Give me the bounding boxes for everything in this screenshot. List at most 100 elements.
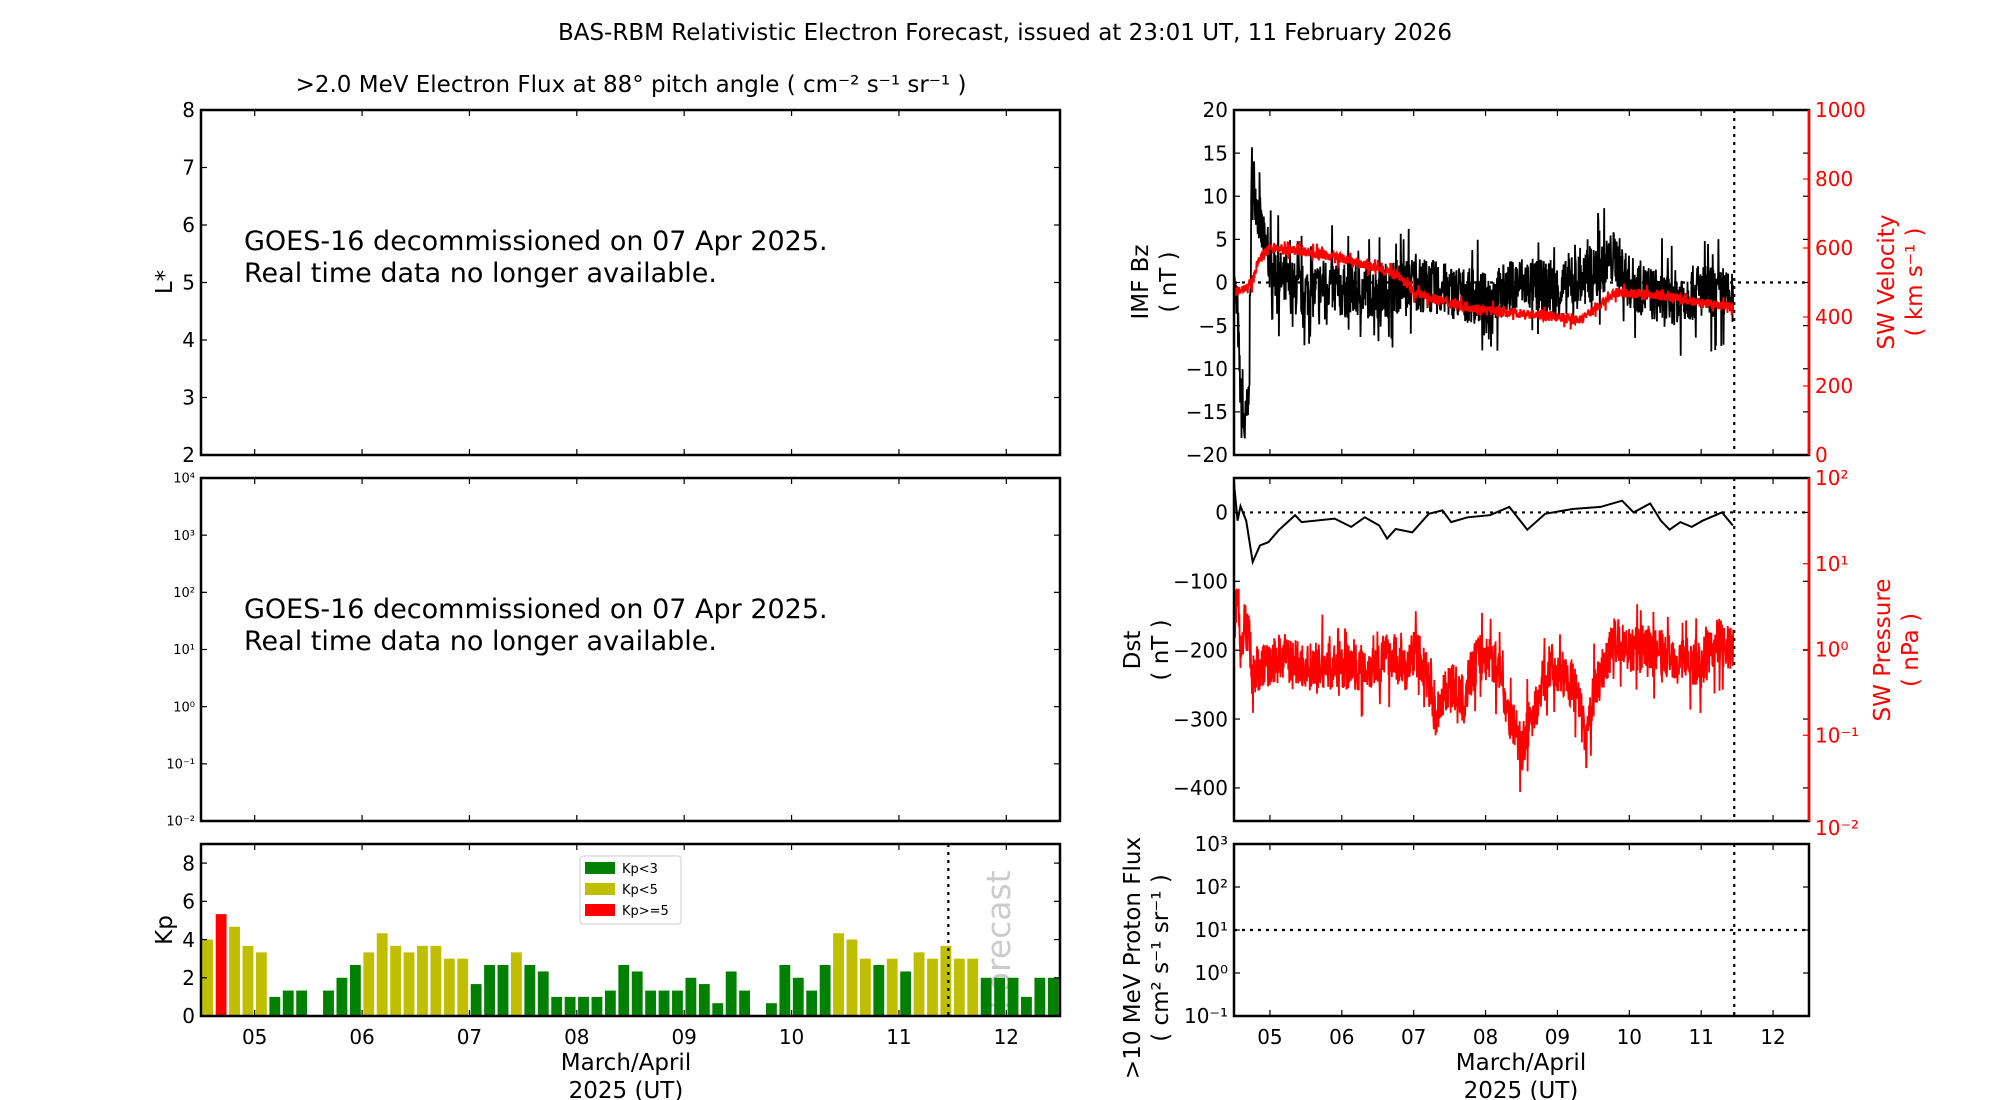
proton-ytick-label: 10⁻¹ <box>1184 1004 1228 1028</box>
velocity-ytick-label: 800 <box>1815 167 1853 191</box>
proton-panel-frame <box>1232 842 1811 1018</box>
kp-bar <box>913 952 925 1016</box>
proton-ytick-label: 10³ <box>1195 832 1228 856</box>
proton-axis-label: >10 MeV Proton Flux <box>1120 837 1146 1079</box>
kp-bar <box>672 990 683 1016</box>
notice-line-1-flux: GOES-16 decommissioned on 07 Apr 2025. <box>244 594 828 625</box>
kp-bar <box>806 990 818 1016</box>
kp-bar <box>229 926 240 1016</box>
lstar-ytick-label: 8 <box>182 98 195 122</box>
kp-bar <box>551 996 563 1016</box>
kp-xtick-label: 06 <box>349 1025 374 1049</box>
proton-xtick-label: 09 <box>1545 1025 1570 1049</box>
legend-swatch <box>585 904 615 916</box>
kp-xtick-label: 05 <box>242 1025 267 1049</box>
flux-ytick-label: 10¹ <box>173 643 195 658</box>
legend-swatch <box>585 862 615 874</box>
pressure-ytick-label: 10⁻² <box>1815 816 1859 840</box>
kp-bar <box>1021 996 1032 1016</box>
legend-label: Kp<3 <box>622 862 658 877</box>
bz-ytick-label: −5 <box>1199 314 1228 338</box>
kp-panel-frame <box>199 842 1062 1018</box>
bz-ytick-label: −15 <box>1186 400 1228 424</box>
pressure-ytick-label: 10² <box>1815 466 1848 490</box>
pressure-ytick-label: 10⁻¹ <box>1815 723 1859 747</box>
kp-bar <box>604 990 616 1016</box>
kp-bar <box>349 964 361 1016</box>
kp-bar <box>524 964 536 1016</box>
legend-swatch <box>585 883 615 895</box>
kp-bar <box>739 990 751 1016</box>
kp-bar <box>712 1003 724 1016</box>
kp-bar <box>443 958 455 1016</box>
bz-ytick-label: 10 <box>1203 184 1228 208</box>
kp-bar <box>792 977 804 1016</box>
velocity-ytick-label: 0 <box>1815 443 1828 467</box>
kp-bar <box>725 971 737 1016</box>
kp-bar <box>202 939 214 1016</box>
kp-bar <box>618 964 630 1016</box>
velocity-ytick-label: 200 <box>1815 374 1853 398</box>
kp-xtick-label: 10 <box>779 1025 804 1049</box>
proton-ytick-label: 10² <box>1195 875 1228 899</box>
bz-ytick-label: 5 <box>1215 228 1228 252</box>
kp-bar <box>323 990 334 1016</box>
kp-bar <box>430 945 442 1016</box>
flux-ytick-label: 10⁰ <box>173 700 195 715</box>
kp-bar <box>940 945 952 1016</box>
pressure-ytick-label: 10¹ <box>1815 552 1848 576</box>
pressure-axis-label: SW Pressure <box>1870 579 1896 722</box>
bz-axis-label: IMF Bz <box>1128 244 1154 319</box>
kp-legend: Kp<3 Kp<5 Kp>=5 <box>579 855 682 925</box>
proton-xtick-label: 08 <box>1473 1025 1498 1049</box>
dst-ytick-label: −300 <box>1173 707 1228 731</box>
bz-ytick-label: −20 <box>1186 443 1228 467</box>
proton-ytick-label: 10⁰ <box>1195 961 1228 985</box>
dst-series-line <box>1234 483 1734 566</box>
bz-ytick-label: 15 <box>1203 141 1228 165</box>
kp-bar <box>779 964 791 1016</box>
velocity-series-line <box>1234 240 1735 330</box>
pressure-axis-unit: ( nPa ) <box>1898 613 1924 687</box>
kp-bar <box>578 996 589 1016</box>
kp-x-axis-label-2: 2025 (UT) <box>569 1078 684 1100</box>
bz-axis-unit: ( nT ) <box>1156 251 1182 312</box>
kp-bar <box>994 977 1006 1016</box>
kp-bar <box>591 996 603 1016</box>
kp-xtick-label: 11 <box>886 1025 911 1049</box>
kp-bar <box>484 964 495 1016</box>
bz-ytick-label: −10 <box>1186 357 1228 381</box>
kp-bar <box>886 958 898 1016</box>
kp-bar <box>967 958 979 1016</box>
kp-bar <box>873 964 885 1016</box>
flux-ytick-label: 10³ <box>173 529 195 544</box>
lstar-ytick-label: 3 <box>182 386 195 410</box>
kp-bar <box>510 952 522 1016</box>
kp-bar <box>296 990 308 1016</box>
proton-xtick-label: 12 <box>1760 1025 1785 1049</box>
velocity-ytick-label: 400 <box>1815 305 1853 329</box>
dst-ytick-label: −200 <box>1173 638 1228 662</box>
lstar-ytick-label: 7 <box>182 156 195 180</box>
kp-bar <box>631 971 643 1016</box>
kp-bar <box>819 964 831 1016</box>
kp-bar <box>457 958 469 1016</box>
lstar-ytick-label: 6 <box>182 213 195 237</box>
kp-bar <box>269 996 281 1016</box>
legend-label: Kp>=5 <box>622 904 669 919</box>
kp-bar <box>953 958 965 1016</box>
right-x-axis-label-2: 2025 (UT) <box>1464 1078 1579 1100</box>
kp-bar <box>564 996 576 1016</box>
kp-bar <box>859 958 871 1016</box>
dst-axis-label: Dst <box>1120 631 1146 670</box>
dst-ytick-label: −100 <box>1173 570 1228 594</box>
kp-ytick-label: 4 <box>182 928 195 952</box>
flux-ytick-label: 10² <box>173 586 195 601</box>
kp-bar <box>242 945 254 1016</box>
velocity-ytick-label: 600 <box>1815 236 1853 260</box>
lstar-axis-label: L* <box>152 270 178 294</box>
lstar-ytick-label: 5 <box>182 271 195 295</box>
kp-bar <box>685 977 697 1016</box>
kp-bar <box>403 952 415 1016</box>
